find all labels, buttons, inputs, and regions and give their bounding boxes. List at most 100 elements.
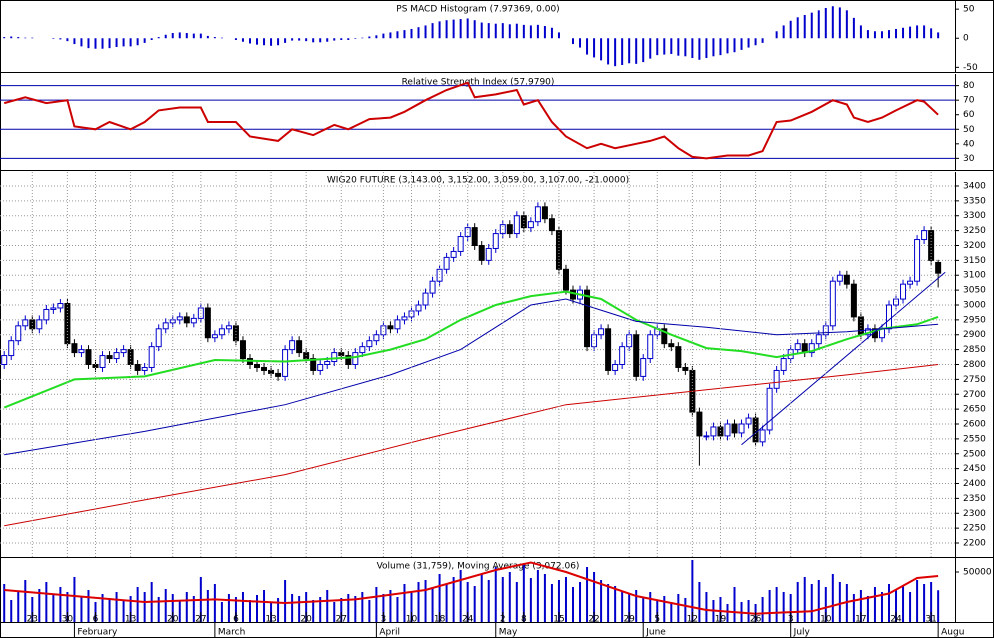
candle-body xyxy=(85,349,92,366)
rsi-line xyxy=(3,81,939,160)
y-tick-label: 3400 xyxy=(963,181,986,191)
candle-body xyxy=(682,366,689,371)
y-tick-label: 2900 xyxy=(963,330,986,340)
candle-body xyxy=(176,316,183,321)
candle-body xyxy=(850,283,857,318)
candle-body xyxy=(485,247,492,261)
y-tick-label: 3200 xyxy=(963,241,986,251)
candle-body xyxy=(162,322,169,330)
candle-body xyxy=(380,325,387,336)
x-tick-label: 6 xyxy=(233,615,239,625)
candle-body xyxy=(584,289,591,348)
candle-body xyxy=(541,206,548,220)
candle-body xyxy=(239,340,246,360)
x-tick-label: 19 xyxy=(715,615,727,625)
y-tick-label: 70 xyxy=(963,96,975,106)
y-tick-label: 2500 xyxy=(963,449,986,459)
candle-body xyxy=(717,426,724,437)
candle-body xyxy=(352,352,359,365)
y-tick-label: 3000 xyxy=(963,300,986,310)
x-tick-label: 29 xyxy=(623,615,635,625)
x-tick-label: 22 xyxy=(588,615,599,625)
candle-body xyxy=(289,340,296,351)
y-tick-label: 2750 xyxy=(963,375,986,385)
candle-body xyxy=(829,280,836,327)
x-tick-label: 2 xyxy=(500,615,506,625)
candle-body xyxy=(106,355,113,360)
month-label: May xyxy=(499,628,518,638)
candle-body xyxy=(134,364,141,371)
candle-body xyxy=(640,358,647,377)
candle-body xyxy=(366,340,373,348)
candle-body xyxy=(71,343,78,354)
candle-body xyxy=(317,364,324,371)
candle-body xyxy=(324,361,331,365)
candle-body xyxy=(331,352,338,363)
candle-body xyxy=(605,328,612,371)
y-tick-label: -50 xyxy=(963,63,978,73)
candle-body xyxy=(282,349,289,377)
y-tick-label: 2350 xyxy=(963,494,986,504)
candle-body xyxy=(457,236,464,252)
candle-body xyxy=(261,366,268,371)
x-tick-label: 26 xyxy=(750,615,762,625)
candle-body xyxy=(914,239,921,282)
candle-body xyxy=(935,261,942,274)
candle-body xyxy=(478,244,485,261)
candle-body xyxy=(780,358,787,371)
x-tick-label: 31 xyxy=(925,615,936,625)
month-label: March xyxy=(218,628,245,638)
month-label: February xyxy=(77,628,118,638)
candle-body xyxy=(738,423,745,434)
x-tick-label: 24 xyxy=(890,615,902,625)
candle-body xyxy=(843,274,850,285)
candle-body xyxy=(562,268,569,291)
candle-body xyxy=(127,349,134,366)
candle-body xyxy=(612,364,619,371)
candle-body xyxy=(513,215,520,235)
x-tick-label: 27 xyxy=(195,615,206,625)
x-tick-label: 20 xyxy=(300,615,312,625)
y-tick-label: 50 xyxy=(963,5,975,15)
candle-body xyxy=(43,308,50,321)
candle-body xyxy=(745,417,752,425)
candle-body xyxy=(527,221,534,229)
y-tick-label: 2700 xyxy=(963,390,986,400)
candle-body xyxy=(759,429,766,443)
x-tick-label: 13 xyxy=(125,615,136,625)
x-tick-label: 30 xyxy=(62,615,74,625)
candle-body xyxy=(555,230,562,270)
candle-body xyxy=(885,304,892,330)
candle-body xyxy=(22,319,29,327)
y-tick-label: 50 xyxy=(963,125,975,135)
y-tick-label: 2850 xyxy=(963,345,986,355)
candle-body xyxy=(647,334,654,360)
candle-body xyxy=(815,334,822,345)
candle-body xyxy=(155,328,162,348)
candle-body xyxy=(598,328,605,336)
y-tick-label: 3350 xyxy=(963,196,986,206)
y-tick-label: 2800 xyxy=(963,360,986,370)
x-tick-label: 10 xyxy=(406,615,418,625)
y-tick-label: 2650 xyxy=(963,405,986,415)
candle-body xyxy=(99,355,106,368)
candle-body xyxy=(450,250,457,258)
candle-body xyxy=(675,346,682,368)
candle-body xyxy=(254,364,261,368)
y-tick-label: 40 xyxy=(963,139,975,149)
candle-body xyxy=(794,343,801,351)
y-tick-label: 2200 xyxy=(963,539,986,549)
candle-body xyxy=(1,355,8,365)
candle-body xyxy=(836,274,843,282)
x-tick-label: 27 xyxy=(336,615,347,625)
panel-title: PS MACD Histogram (7.97369, 0.00) xyxy=(396,5,559,15)
candle-body xyxy=(471,227,478,246)
y-tick-label: 2450 xyxy=(963,464,986,474)
panel-title: Volume (31,759), Moving Average (3,072.0… xyxy=(377,562,580,572)
candle-body xyxy=(633,334,640,377)
candle-body xyxy=(907,280,914,285)
candle-body xyxy=(359,346,366,354)
candle-body xyxy=(148,346,155,368)
x-tick-label: 23 xyxy=(27,615,38,625)
